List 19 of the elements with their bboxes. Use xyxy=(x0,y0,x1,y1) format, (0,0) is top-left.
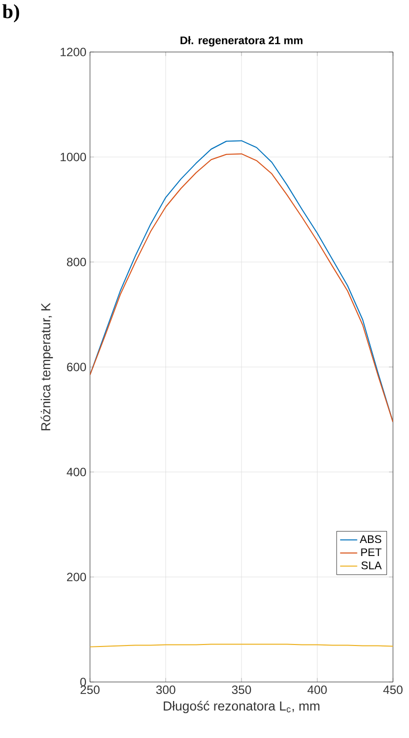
y-tick-label: 400 xyxy=(66,468,86,476)
y-tick-label: 800 xyxy=(66,258,86,266)
x-tick-label: 400 xyxy=(308,686,327,694)
y-tick-label: 600 xyxy=(67,362,86,372)
legend-label: ABS xyxy=(360,535,382,544)
y-tick-label: 200 xyxy=(67,572,86,582)
y-tick-label: 1000 xyxy=(60,152,86,162)
y-tick-label: 0 xyxy=(80,678,86,686)
x-tick-label: 350 xyxy=(232,686,252,694)
x-tick-label: 250 xyxy=(80,686,100,694)
x-tick-label: 300 xyxy=(156,686,176,694)
y-tick-label: 1200 xyxy=(60,48,86,56)
legend-label: PET xyxy=(361,548,382,556)
x-tick-label: 450 xyxy=(383,686,403,694)
text: b) xyxy=(2,4,20,22)
x-axis-title: Długość rezonatora L$_{c}$, mm xyxy=(164,700,320,714)
chart-title: Dł. regeneratora 21 mm xyxy=(180,36,302,46)
y-axis-title: Różnica temperatur, K xyxy=(40,302,53,430)
legend-label: SLA xyxy=(361,562,382,570)
